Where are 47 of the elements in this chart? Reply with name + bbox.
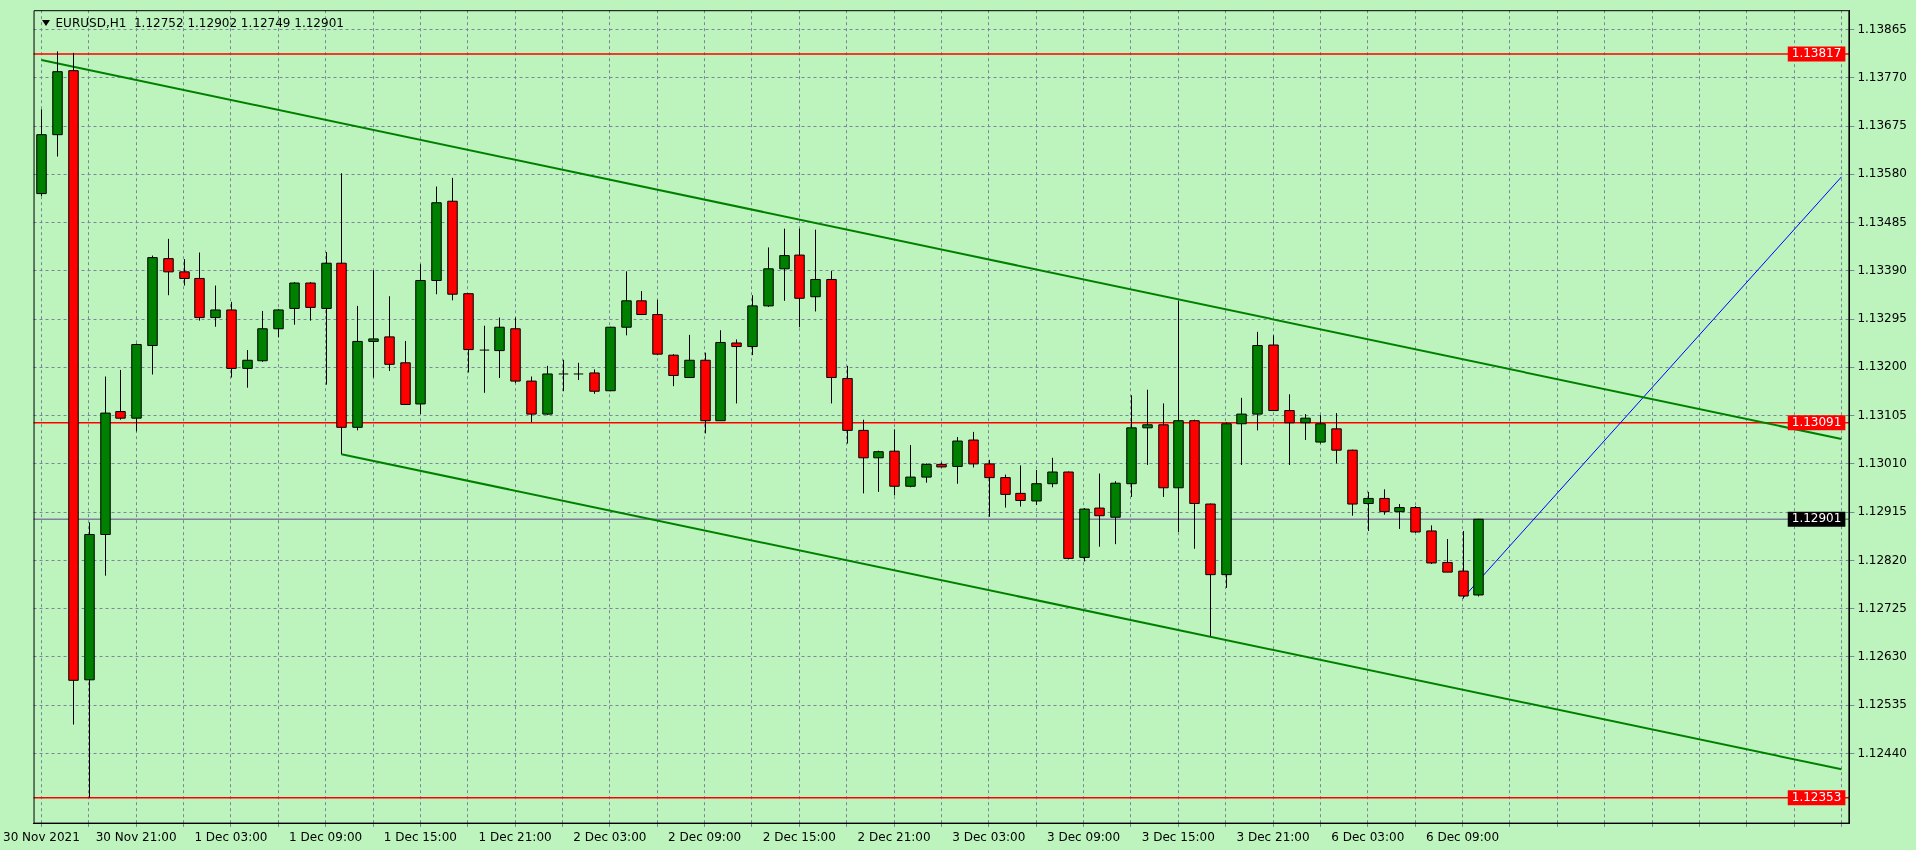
ref-line-label: 1.13091	[1791, 414, 1842, 429]
candlestick	[115, 369, 126, 421]
x-tick-label: 30 Nov 21:00	[95, 829, 177, 844]
y-tick-label: 1.13675	[1857, 118, 1907, 133]
x-tick-label: 2 Dec 09:00	[668, 829, 742, 844]
candlestick	[589, 368, 600, 395]
candlestick	[558, 359, 569, 392]
y-tick-label: 1.13865	[1857, 21, 1907, 36]
ref-line-label: 1.13817	[1791, 46, 1842, 61]
x-tick-label: 2 Dec 03:00	[573, 829, 647, 844]
ref-line-label: 1.12901	[1791, 511, 1842, 526]
y-tick-label: 1.13580	[1857, 166, 1907, 181]
x-tick-label: 3 Dec 15:00	[1141, 829, 1215, 844]
y-tick-label: 1.13105	[1857, 407, 1907, 422]
y-tick-label: 1.12440	[1857, 745, 1907, 760]
y-tick-label: 1.13770	[1857, 69, 1907, 84]
x-tick-label: 2 Dec 15:00	[762, 829, 836, 844]
candlestick	[636, 290, 647, 316]
text: EURUSD,H1 1.12752 1.12902 1.12749 1.12901	[55, 16, 344, 31]
y-tick-label: 1.12725	[1857, 600, 1907, 615]
y-tick-label: 1.13200	[1857, 359, 1907, 374]
x-tick-label: 1 Dec 03:00	[194, 829, 268, 844]
x-tick-label: 30 Nov 2021	[3, 829, 80, 844]
x-tick-label: 6 Dec 03:00	[1331, 829, 1405, 844]
candlestick	[179, 258, 190, 287]
y-tick-label: 1.12820	[1857, 552, 1907, 567]
y-tick-label: 1.12915	[1857, 504, 1907, 519]
y-tick-label: 1.12535	[1857, 697, 1907, 712]
candlestick	[1000, 474, 1011, 509]
candlestick	[368, 269, 379, 379]
y-tick-label: 1.12630	[1857, 649, 1907, 664]
x-tick-label: 3 Dec 21:00	[1236, 829, 1310, 844]
candlestick	[494, 317, 505, 379]
ref-line-label: 1.12353	[1791, 789, 1842, 804]
y-tick-label: 1.13010	[1857, 456, 1907, 471]
y-tick-label: 1.13485	[1857, 214, 1907, 229]
x-tick-label: 2 Dec 21:00	[857, 829, 931, 844]
x-tick-label: 1 Dec 15:00	[383, 829, 457, 844]
x-tick-label: 1 Dec 09:00	[289, 829, 363, 844]
y-tick-label: 1.13295	[1857, 311, 1907, 326]
x-tick-label: 1 Dec 21:00	[478, 829, 552, 844]
y-tick-label: 1.13390	[1857, 262, 1907, 277]
candlestick	[479, 325, 490, 394]
x-tick-label: 3 Dec 09:00	[1047, 829, 1121, 844]
x-tick-label: 3 Dec 03:00	[952, 829, 1026, 844]
candlestick	[1315, 414, 1326, 445]
x-tick-label: 6 Dec 09:00	[1425, 829, 1500, 844]
